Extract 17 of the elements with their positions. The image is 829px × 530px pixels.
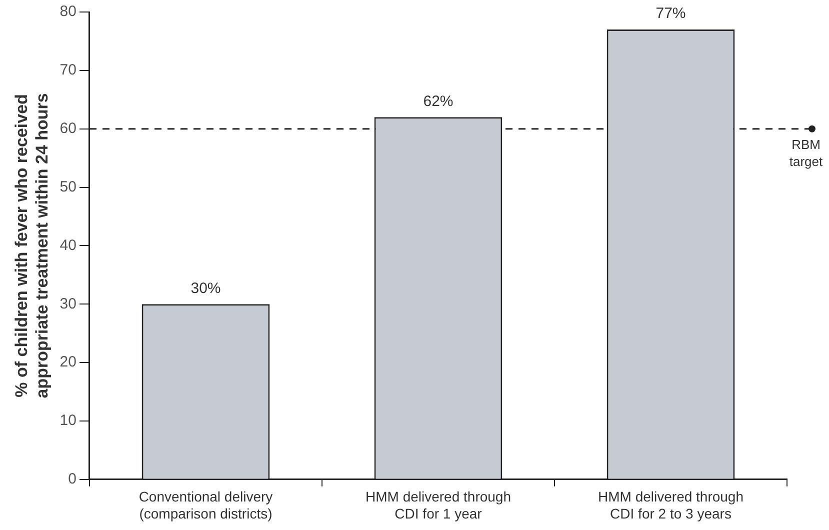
y-tick-label: 70 — [60, 62, 76, 79]
x-tick-label: Conventional delivery (comparison districts) — [138, 488, 273, 522]
y-tick-label: 30 — [60, 295, 76, 312]
y-tick-label: 0 — [68, 470, 76, 488]
x-tick-label: HMM delivered through CDI for 1 year — [365, 488, 511, 522]
data-label: 77% — [656, 5, 686, 22]
legend-label: RBM target — [789, 136, 824, 169]
y-tick-label: 20 — [60, 354, 76, 371]
data-label: 62% — [423, 92, 454, 110]
y-axis-title: % of children with fever who received appropriate treatment within 24 hours — [12, 93, 52, 398]
y-tick-label: 10 — [60, 412, 76, 430]
x-tick-label: HMM delivered through CDI for 2 to 3 years — [598, 488, 744, 522]
y-tick-label: 60 — [60, 120, 76, 137]
y-tick-label: 50 — [60, 178, 76, 196]
y-tick-label: 80 — [60, 3, 76, 20]
data-label: 30% — [190, 280, 221, 297]
y-tick-label: 40 — [60, 236, 76, 254]
